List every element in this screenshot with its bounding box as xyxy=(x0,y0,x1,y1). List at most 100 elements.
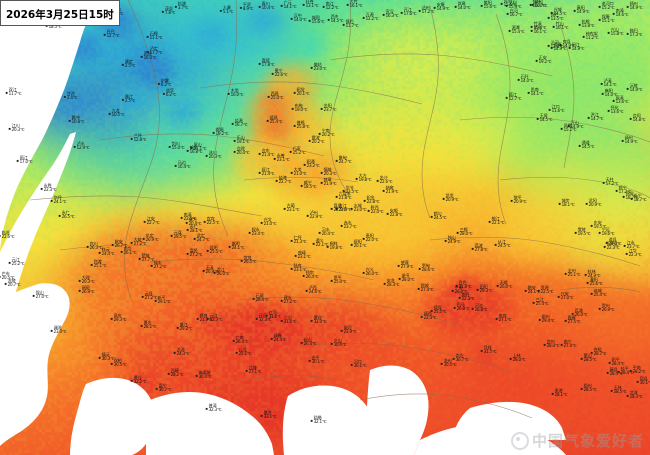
station-name: 南溪 xyxy=(183,211,192,217)
station-label: 马边 16.4℃ xyxy=(174,160,191,169)
station-temperature: 14.1℃ xyxy=(283,4,297,9)
station-name: 泸西 xyxy=(308,284,317,290)
station-label: 城步 18.1℃ xyxy=(558,198,575,207)
station-dot-icon xyxy=(433,7,436,9)
station-dot-icon xyxy=(626,88,629,90)
station-label: 昆明 25.5℃ xyxy=(206,245,223,254)
station-label: 青川 10.4℃ xyxy=(258,1,275,10)
station-dot-icon xyxy=(308,360,311,362)
station-temperature: 29.5℃ xyxy=(173,234,187,239)
station-dot-icon xyxy=(270,338,273,340)
station-name: 平武 xyxy=(242,1,251,7)
station-label: 沧源 24.3℃ xyxy=(173,347,190,356)
station-temperature: 21.9℃ xyxy=(323,181,337,186)
station-dot-icon xyxy=(121,64,124,66)
station-temperature: 27.1℃ xyxy=(248,369,262,374)
station-temperature: 28.0℃ xyxy=(401,277,415,282)
station-temperature: 24.7℃ xyxy=(338,159,352,164)
station-temperature: 19.1℃ xyxy=(236,139,250,144)
station-temperature: 30.3℃ xyxy=(101,356,115,361)
station-dot-icon xyxy=(322,6,325,8)
station-name: 秭归 xyxy=(629,27,638,33)
station-label: 安顺 22.8℃ xyxy=(386,208,403,217)
station-temperature: 28.3℃ xyxy=(629,394,643,399)
station-name: 毕节 xyxy=(345,184,354,190)
station-temperature: 28.4℃ xyxy=(611,361,625,366)
station-dot-icon xyxy=(543,344,546,346)
station-temperature: 29.3℃ xyxy=(479,288,493,293)
station-name: 巴马 xyxy=(456,301,465,307)
station-label: 德昌 25.4℃ xyxy=(266,115,283,124)
station-temperature: 20.3℃ xyxy=(323,171,337,176)
station-name: 容县 xyxy=(639,375,648,381)
station-dot-icon xyxy=(629,118,632,120)
station-temperature: 20.4℃ xyxy=(236,150,250,155)
station-name: 盐源 xyxy=(234,117,243,123)
station-dot-icon xyxy=(527,92,530,94)
station-label: 瑞丽 26.9℃ xyxy=(78,285,95,294)
station-name: 余庆 xyxy=(533,24,542,30)
station-label: 梧州 28.5℃ xyxy=(580,383,597,392)
station-temperature: 22.5℃ xyxy=(345,189,359,194)
station-label: 祥云 24.4℃ xyxy=(98,247,115,256)
station-label: 景洪 33.1℃ xyxy=(260,410,277,419)
station-dot-icon xyxy=(625,253,628,255)
station-dot-icon xyxy=(496,285,499,287)
station-name: 鹿寨 xyxy=(567,314,576,320)
station-label: 阳明山 22.3℃ xyxy=(603,241,620,250)
station-dot-icon xyxy=(444,240,447,242)
station-label: 宣汉 16.3℃ xyxy=(382,9,399,18)
station-label: 安龙 28.3℃ xyxy=(383,278,400,287)
station-dot-icon xyxy=(320,172,323,174)
station-dot-icon xyxy=(495,318,498,320)
station-temperature: 19.2℃ xyxy=(538,59,552,64)
station-name: 从江 xyxy=(497,238,506,244)
station-temperature: 16.1℃ xyxy=(533,29,547,34)
station-temperature: 23.7℃ xyxy=(626,244,640,249)
station-temperature: 14.1℃ xyxy=(603,82,617,87)
station-dot-icon xyxy=(300,185,303,187)
station-label: 昭觉 20.1℃ xyxy=(293,87,310,96)
station-label: 凯里 20.9℃ xyxy=(442,193,459,202)
station-temperature: 15.1℃ xyxy=(601,18,615,23)
station-dot-icon xyxy=(601,93,604,95)
station-name: 木里 xyxy=(230,87,239,93)
station-label: 开江 17.6℃ xyxy=(400,7,417,16)
station-dot-icon xyxy=(510,200,513,202)
station-label: 田阳 29.3℃ xyxy=(476,284,493,293)
station-name: 大姚 xyxy=(133,236,142,242)
station-dot-icon xyxy=(367,210,370,212)
station-dot-icon xyxy=(342,24,345,26)
station-name: 镇坪 xyxy=(532,0,541,4)
station-temperature: 24.9℃ xyxy=(447,239,461,244)
station-temperature: 23.2℃ xyxy=(306,163,320,168)
station-name: 荥经 xyxy=(143,50,152,56)
station-temperature: 14.0℃ xyxy=(457,5,471,10)
station-label: 绿春 24.4℃ xyxy=(270,333,287,342)
station-dot-icon xyxy=(363,200,366,202)
station-name: 印江 xyxy=(571,41,580,47)
station-dot-icon xyxy=(590,352,593,354)
station-label: 兴山 15.8℃ xyxy=(607,27,624,36)
station-temperature: 23.7℃ xyxy=(343,224,357,229)
station-label: 布拖 19.0℃ xyxy=(291,103,308,112)
station-label: 道真 14.9℃ xyxy=(550,42,567,51)
station-name: 玉林 xyxy=(613,384,622,390)
station-dot-icon xyxy=(318,133,321,135)
station-name: 神农架 xyxy=(585,30,598,36)
station-label: 南宁 27.4℃ xyxy=(560,339,577,348)
station-label: 三都 28.0℃ xyxy=(456,227,473,236)
station-temperature: 22.8℃ xyxy=(366,199,380,204)
station-label: 松桃 13.8℃ xyxy=(578,19,595,28)
station-temperature: 16.3℃ xyxy=(385,13,399,18)
station-dot-icon xyxy=(16,160,19,162)
station-label: 江华 22.3℃ xyxy=(625,248,642,257)
station-temperature: 22.3℃ xyxy=(461,296,475,301)
station-name: 康定 xyxy=(124,58,133,64)
station-temperature: 30.5℃ xyxy=(113,362,127,367)
station-temperature: 10.8℃ xyxy=(71,119,85,124)
station-name: 锦屏 xyxy=(625,190,634,196)
station-label: 新平 29.1℃ xyxy=(154,295,171,304)
station-label: 老河口 15.2℃ xyxy=(598,1,615,10)
